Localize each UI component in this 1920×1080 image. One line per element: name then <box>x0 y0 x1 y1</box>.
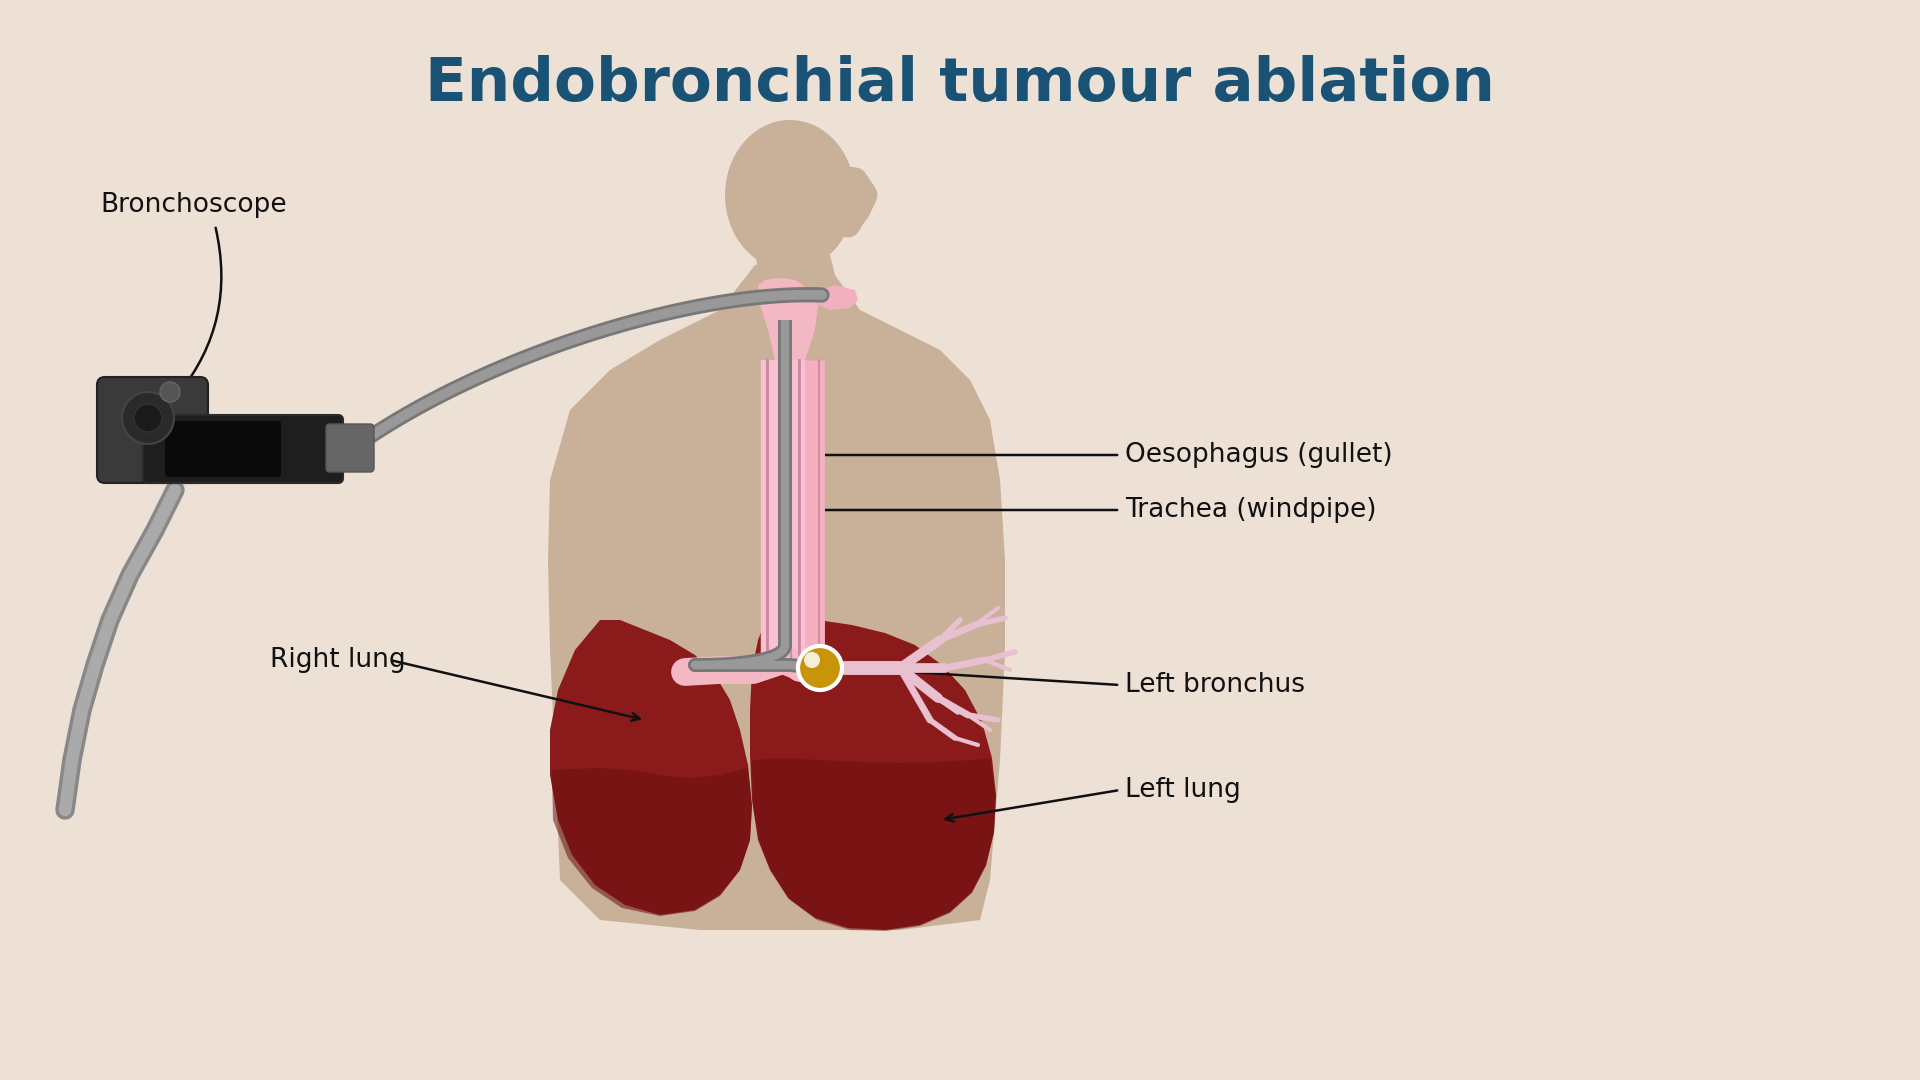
Polygon shape <box>751 615 996 930</box>
Polygon shape <box>547 255 1004 930</box>
Circle shape <box>159 382 180 402</box>
Text: Trachea (windpipe): Trachea (windpipe) <box>1125 497 1377 523</box>
Polygon shape <box>818 285 858 310</box>
Circle shape <box>134 404 161 432</box>
Text: Left bronchus: Left bronchus <box>1125 672 1306 698</box>
FancyBboxPatch shape <box>165 421 280 477</box>
Text: Oesophagus (gullet): Oesophagus (gullet) <box>1125 442 1392 468</box>
Polygon shape <box>758 278 818 410</box>
FancyBboxPatch shape <box>98 377 207 483</box>
Polygon shape <box>553 768 753 916</box>
Circle shape <box>123 392 175 444</box>
Text: Bronchoscope: Bronchoscope <box>100 192 286 218</box>
Circle shape <box>799 646 843 690</box>
Text: Left lung: Left lung <box>1125 777 1240 804</box>
Circle shape <box>804 652 820 669</box>
FancyBboxPatch shape <box>142 415 344 483</box>
Polygon shape <box>549 620 753 915</box>
Polygon shape <box>753 758 996 931</box>
FancyBboxPatch shape <box>326 424 374 472</box>
Polygon shape <box>755 255 829 320</box>
Text: Endobronchial tumour ablation: Endobronchial tumour ablation <box>424 55 1496 114</box>
Text: Right lung: Right lung <box>271 647 405 673</box>
Ellipse shape <box>726 120 854 270</box>
